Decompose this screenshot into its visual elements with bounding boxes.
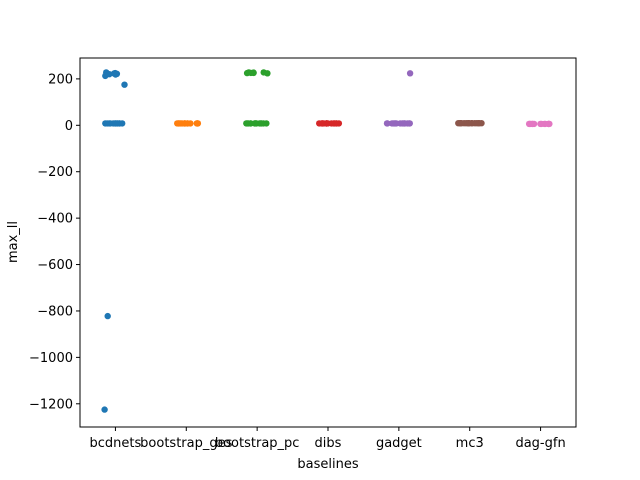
x-tick-label: bootstrap_ges	[140, 436, 232, 451]
data-point	[184, 120, 191, 127]
y-tick-label: −1200	[29, 397, 73, 412]
data-points	[101, 69, 553, 413]
data-point	[247, 69, 255, 77]
data-point	[194, 120, 202, 127]
y-tick-label: −200	[37, 165, 73, 180]
x-tick-label: bcdnets	[90, 436, 142, 451]
data-point	[243, 120, 250, 127]
y-tick-label: −800	[37, 304, 73, 319]
data-point	[104, 120, 111, 127]
data-point	[102, 72, 109, 80]
data-point	[111, 120, 119, 127]
y-tick-label: −1000	[29, 351, 73, 366]
data-point	[251, 120, 259, 127]
data-point	[537, 120, 544, 128]
data-point	[104, 312, 111, 320]
data-point	[179, 120, 186, 127]
data-point	[112, 71, 119, 78]
data-point	[406, 70, 414, 77]
data-point	[101, 406, 108, 413]
x-tick-label: gadget	[376, 436, 422, 451]
data-point	[121, 81, 128, 88]
y-axis: 200 0 −200 −400 −600 −800 −1000 −1200	[29, 72, 80, 412]
x-tick-label: dibs	[315, 436, 342, 451]
y-tick-label: 0	[65, 119, 73, 134]
data-point	[545, 120, 552, 128]
y-tick-label: 200	[48, 72, 73, 87]
x-tick-label: bootstrap_pc	[215, 436, 300, 451]
x-tick-label: mc3	[456, 436, 484, 451]
y-axis-label: max_ll	[6, 221, 21, 263]
data-point	[383, 120, 391, 127]
data-point	[458, 120, 465, 127]
x-axis-label: baselines	[297, 457, 358, 472]
data-point	[471, 120, 478, 127]
data-point	[264, 70, 271, 77]
data-point	[333, 120, 340, 127]
y-tick-label: −600	[37, 258, 73, 273]
data-point	[401, 120, 408, 127]
data-point	[390, 120, 397, 127]
data-point	[476, 120, 483, 127]
x-tick-label: dag-gfn	[515, 436, 565, 451]
data-point	[406, 120, 413, 127]
data-point	[319, 120, 326, 127]
data-point	[465, 120, 473, 127]
y-tick-label: −400	[37, 212, 73, 227]
data-point	[528, 120, 536, 128]
data-point	[258, 120, 265, 127]
